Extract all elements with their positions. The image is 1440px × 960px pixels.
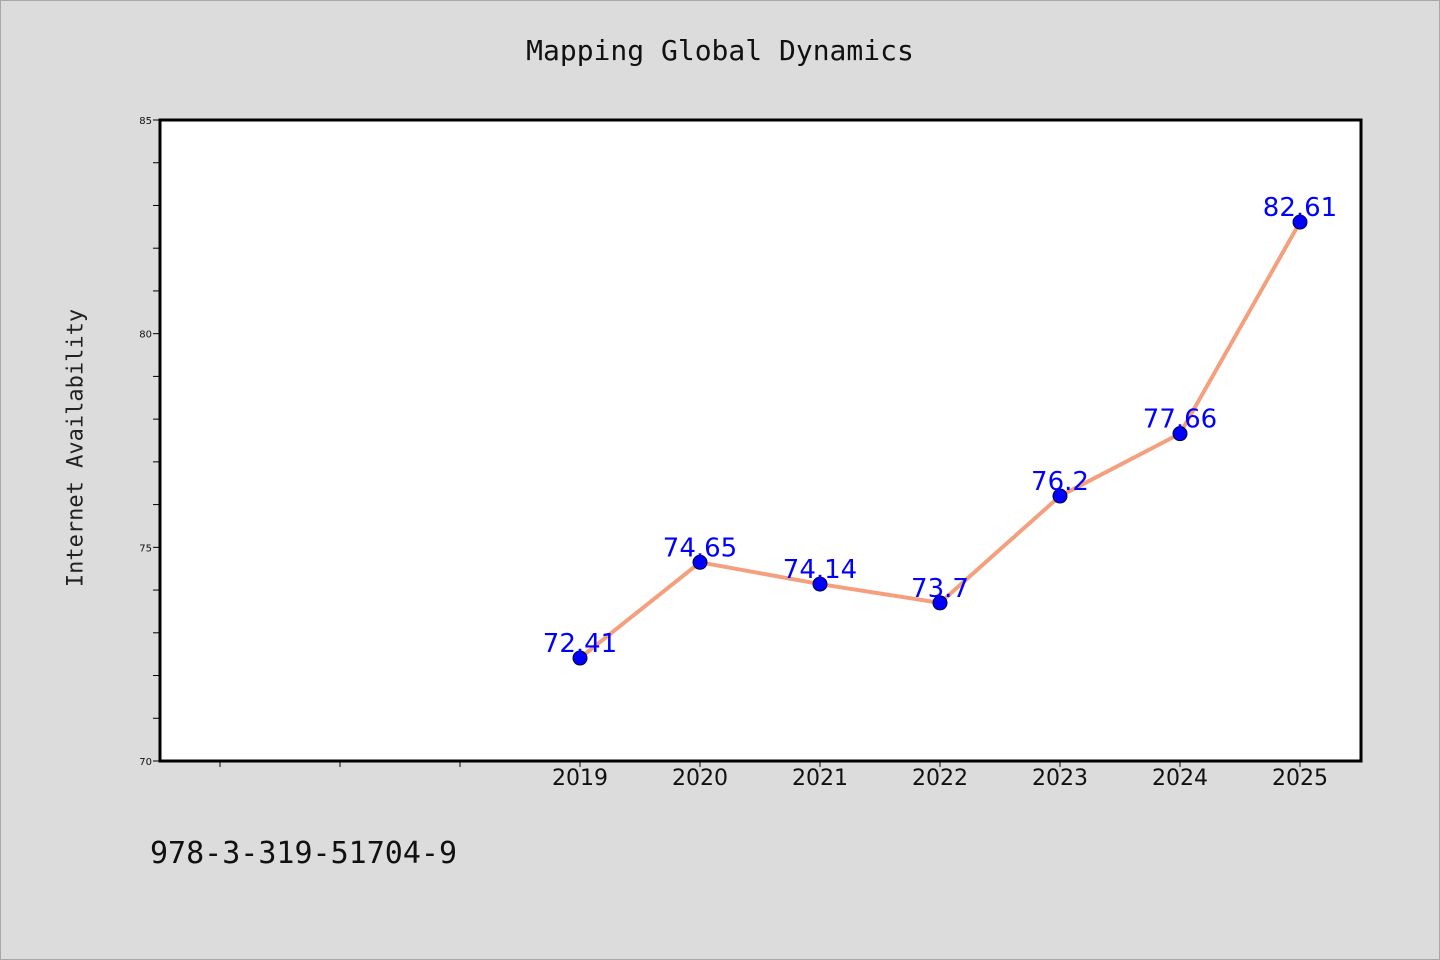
data-points: [572, 214, 1308, 666]
y-tick-label: 75: [139, 543, 152, 554]
data-point: [692, 554, 708, 570]
x-tick-label: 2019: [552, 766, 608, 791]
data-label: 82.61: [1263, 193, 1337, 223]
data-label: 72.41: [543, 629, 617, 659]
footer-code: 978-3-319-51704-9: [150, 836, 458, 871]
y-axis: 70 75 80 85: [139, 116, 160, 768]
data-label: 76.2: [1031, 467, 1089, 497]
x-tick-label: 2024: [1152, 766, 1208, 791]
y-tick-label: 80: [139, 330, 152, 341]
y-tick-label: 70: [139, 757, 152, 768]
x-axis: 2019 2020 2021 2022 2023 2024 2025: [219, 761, 1328, 791]
data-point: [1172, 426, 1188, 442]
x-tick-label: 2023: [1032, 766, 1088, 791]
x-tick-label: 2022: [912, 766, 968, 791]
data-label: 74.65: [663, 533, 737, 563]
x-tick-label: 2025: [1272, 766, 1328, 791]
x-tick-label: 2020: [672, 766, 728, 791]
plot-area: [158, 118, 1363, 763]
data-label: 73.7: [911, 574, 969, 604]
data-label: 74.14: [783, 555, 857, 585]
data-point: [1292, 214, 1308, 230]
data-point: [932, 595, 948, 611]
data-point: [812, 576, 828, 592]
data-point: [1052, 488, 1068, 504]
y-tick-label: 85: [139, 116, 152, 127]
chart-title: Mapping Global Dynamics: [526, 34, 914, 67]
data-labels: 72.41 74.65 74.14 73.7 76.2 77.66 82.61: [543, 193, 1337, 659]
x-tick-label: 2021: [792, 766, 848, 791]
data-label: 77.66: [1143, 405, 1217, 435]
data-point: [572, 650, 588, 666]
